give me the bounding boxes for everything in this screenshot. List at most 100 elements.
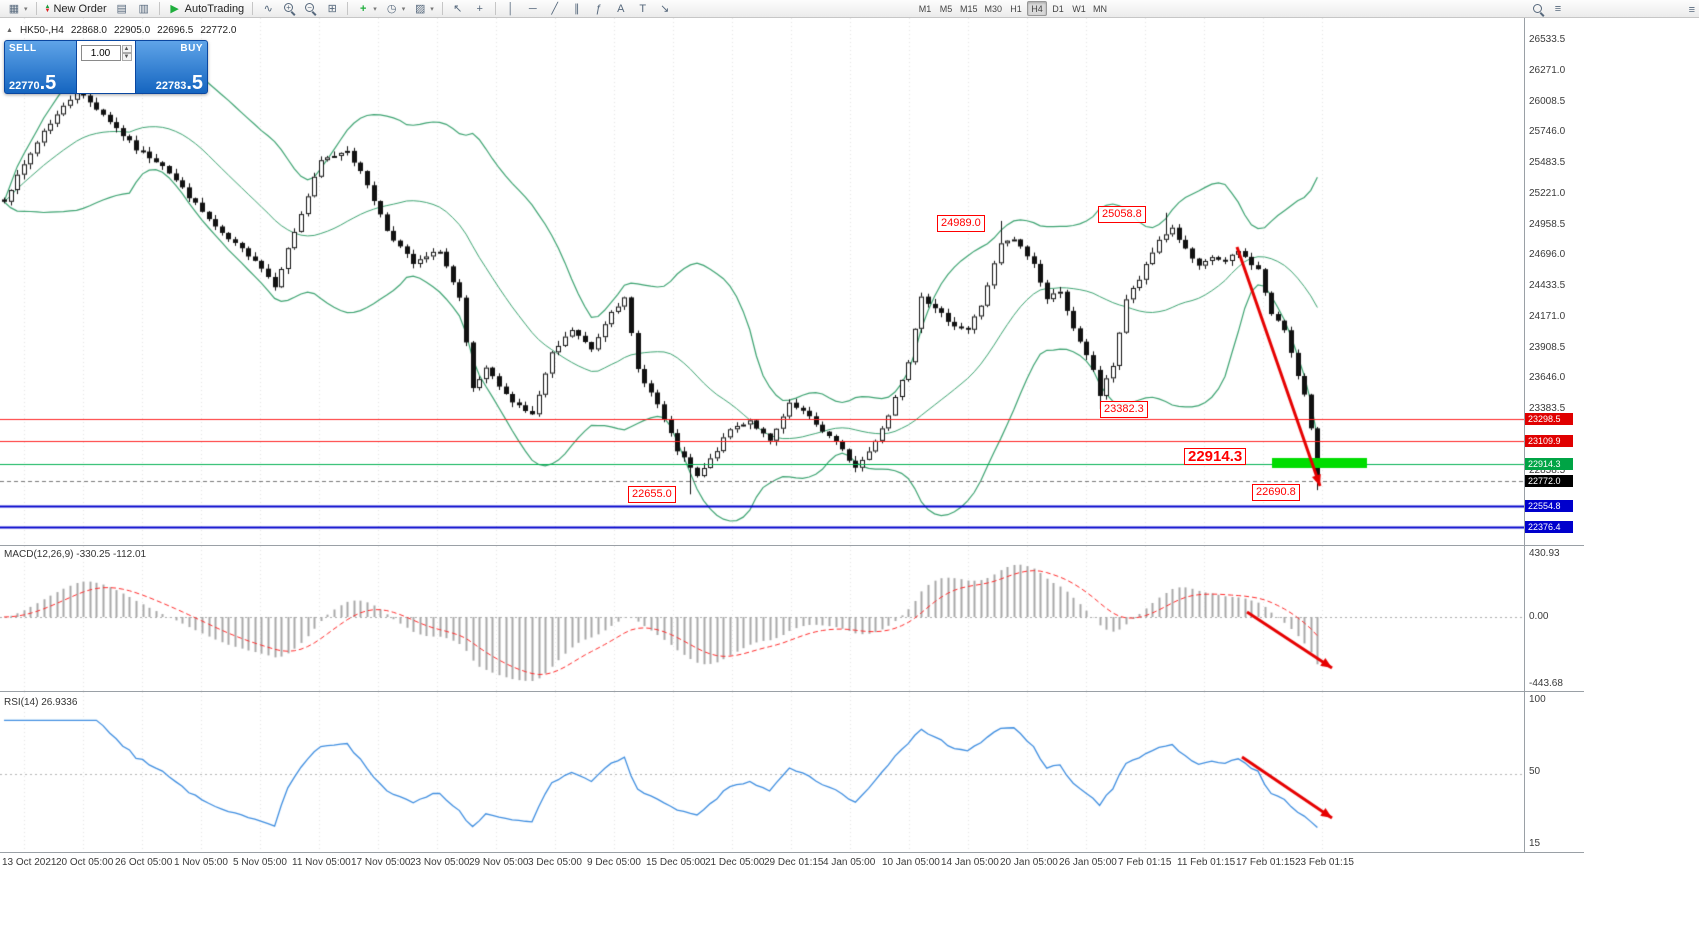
price-scale-label: 25221.0 — [1529, 187, 1566, 199]
price-annotation[interactable]: 24989.0 — [937, 215, 985, 232]
price-annotation[interactable]: 22690.8 — [1252, 484, 1300, 501]
bars-chart-icon: ▤ — [116, 2, 127, 15]
tile-windows-button[interactable]: ⊞ — [321, 1, 343, 17]
candles-chart-icon: ▥ — [138, 2, 149, 15]
fibonacci-icon: ƒ — [595, 2, 602, 15]
price-line-tag: 23109.9 — [1525, 435, 1573, 448]
timeframe-button-d1[interactable]: D1 — [1052, 4, 1064, 14]
text-label-icon: T — [639, 2, 647, 15]
tile-windows-icon: ⊞ — [327, 2, 337, 15]
main-chart-canvas[interactable] — [0, 18, 1524, 545]
crosshair-icon: + — [476, 2, 483, 15]
zoom-out-icon: − — [304, 2, 317, 15]
time-axis-label: 26 Jan 05:00 — [1059, 857, 1117, 868]
sell-label: SELL — [9, 43, 37, 54]
panel-separator[interactable] — [0, 545, 1584, 546]
timeframe-button-h1[interactable]: H1 — [1010, 4, 1022, 14]
line-chart-button[interactable]: ∿ — [257, 1, 279, 17]
toolbar-separator — [35, 2, 37, 15]
text-icon: A — [617, 2, 625, 15]
spin-up-icon[interactable]: ▲ — [121, 45, 132, 53]
price-scale-label: 23646.0 — [1529, 372, 1566, 384]
zoom-out-button[interactable]: − — [300, 1, 321, 17]
chart-candles-button[interactable]: ▥ — [133, 1, 155, 17]
price-scale-label: 23908.5 — [1529, 341, 1566, 353]
arrows-tool-button[interactable]: ↘ — [654, 1, 676, 17]
volume-input[interactable] — [80, 45, 121, 61]
vertical-line-button[interactable]: │ — [500, 1, 522, 17]
crosshair-button[interactable]: + — [469, 1, 491, 17]
timeframe-button-m1[interactable]: M1 — [918, 4, 932, 14]
macd-scale-label: 430.93 — [1529, 548, 1560, 559]
time-axis-label: 29 Nov 05:00 — [469, 857, 529, 868]
timeframe-button-m30[interactable]: M30 — [984, 4, 1003, 14]
price-annotation[interactable]: 22655.0 — [628, 486, 676, 503]
menu-icon[interactable]: ≡ — [1554, 3, 1562, 15]
autotrading-button[interactable]: ▶ AutoTrading — [164, 1, 249, 17]
spin-down-icon[interactable]: ▼ — [121, 53, 132, 61]
time-axis: 13 Oct 2021 20 Oct 05:00 26 Oct 05:00 1 Nov… — [0, 853, 1584, 875]
panel-separator[interactable] — [0, 691, 1584, 692]
time-axis-label: 1 Nov 05:00 — [174, 857, 228, 868]
zoom-in-button[interactable]: + — [279, 1, 300, 17]
rsi-scale-label: 50 — [1529, 766, 1541, 777]
price-line-tag: 23298.5 — [1525, 412, 1573, 425]
timeframe-button-m5[interactable]: M5 — [939, 4, 953, 14]
macd-scale-label: 0.00 — [1529, 611, 1549, 622]
price-scale-label: 26008.5 — [1529, 95, 1566, 107]
timeframe-button-m15[interactable]: M15 — [960, 4, 978, 14]
price-scale-label: 24171.0 — [1529, 310, 1566, 322]
rsi-indicator-label: RSI(14) 26.9336 — [4, 697, 78, 708]
horizontal-line-button[interactable]: ─ — [522, 1, 544, 17]
trendline-button[interactable]: ╱ — [544, 1, 566, 17]
price-scale-label: 26271.0 — [1529, 64, 1566, 76]
text-button[interactable]: A — [610, 1, 632, 17]
search-icon[interactable] — [1532, 3, 1545, 16]
timeframe-button-mn[interactable]: MN — [1093, 4, 1108, 14]
fibonacci-button[interactable]: ƒ — [588, 1, 610, 17]
volume-spinner[interactable]: ▲ ▼ — [121, 45, 132, 61]
new-order-button[interactable]: ▲ ▼ New Order — [41, 1, 111, 17]
time-axis-label: 13 Oct 2021 — [2, 857, 57, 868]
templates-button[interactable]: ▨ ▾ — [409, 1, 438, 17]
time-axis-label: 21 Dec 05:00 — [705, 857, 765, 868]
time-axis-label: 11 Nov 05:00 — [292, 857, 351, 868]
price-annotation[interactable]: 25058.8 — [1098, 206, 1146, 223]
rsi-axis: 100 50 15 — [1524, 692, 1584, 852]
price-line-tag: 22554.8 — [1525, 500, 1573, 513]
panel-separator — [0, 852, 1584, 853]
periods-button[interactable]: ◷ ▾ — [381, 1, 410, 17]
price-scale-label: 24958.5 — [1529, 218, 1566, 230]
chevron-down-icon: ▾ — [24, 5, 28, 13]
chevron-down-icon: ▾ — [373, 5, 377, 13]
sell-button[interactable]: SELL 22770.5 — [4, 40, 77, 94]
chart-window-button[interactable]: ▦ ▾ — [3, 1, 32, 17]
buy-button[interactable]: BUY 22783.5 — [135, 40, 208, 94]
chevron-down-icon: ▾ — [401, 5, 406, 13]
chevron-down-icon: ▾ — [430, 5, 434, 13]
price-annotation[interactable]: 22914.3 — [1184, 448, 1247, 465]
clock-icon: ◷ — [386, 2, 397, 15]
indicators-button[interactable]: + ▾ — [352, 1, 381, 17]
ohlc-low: 22696.5 — [157, 25, 194, 36]
time-axis-label: 17 Feb 01:15 — [1236, 857, 1295, 868]
price-scale-label: 22858.5 — [1529, 464, 1566, 476]
price-line-tag: 22376.4 — [1525, 520, 1573, 533]
timeframe-button-h4[interactable]: H4 — [1027, 1, 1048, 16]
channel-button[interactable]: ∥ — [566, 1, 588, 17]
arrow-tool-icon: ↘ — [660, 2, 670, 15]
cursor-button[interactable]: ↖ — [447, 1, 469, 17]
overflow-menu-icon[interactable]: ≡ — [1688, 4, 1695, 16]
rsi-panel-canvas[interactable] — [0, 692, 1524, 852]
chart-bars-button[interactable]: ▤ — [111, 1, 133, 17]
price-scale-label: 25746.0 — [1529, 126, 1566, 138]
timeframe-button-w1[interactable]: W1 — [1072, 4, 1086, 14]
price-scale-label: 24433.5 — [1529, 280, 1566, 291]
macd-panel-canvas[interactable] — [0, 546, 1524, 691]
price-annotation[interactable]: 23382.3 — [1100, 401, 1148, 418]
rsi-scale-label: 15 — [1529, 838, 1541, 849]
time-axis-label: 23 Feb 01:15 — [1295, 857, 1354, 868]
time-axis-label: 23 Nov 05:00 — [410, 857, 470, 868]
text-label-button[interactable]: T — [632, 1, 654, 17]
ohlc-open: 22868.0 — [70, 25, 107, 36]
